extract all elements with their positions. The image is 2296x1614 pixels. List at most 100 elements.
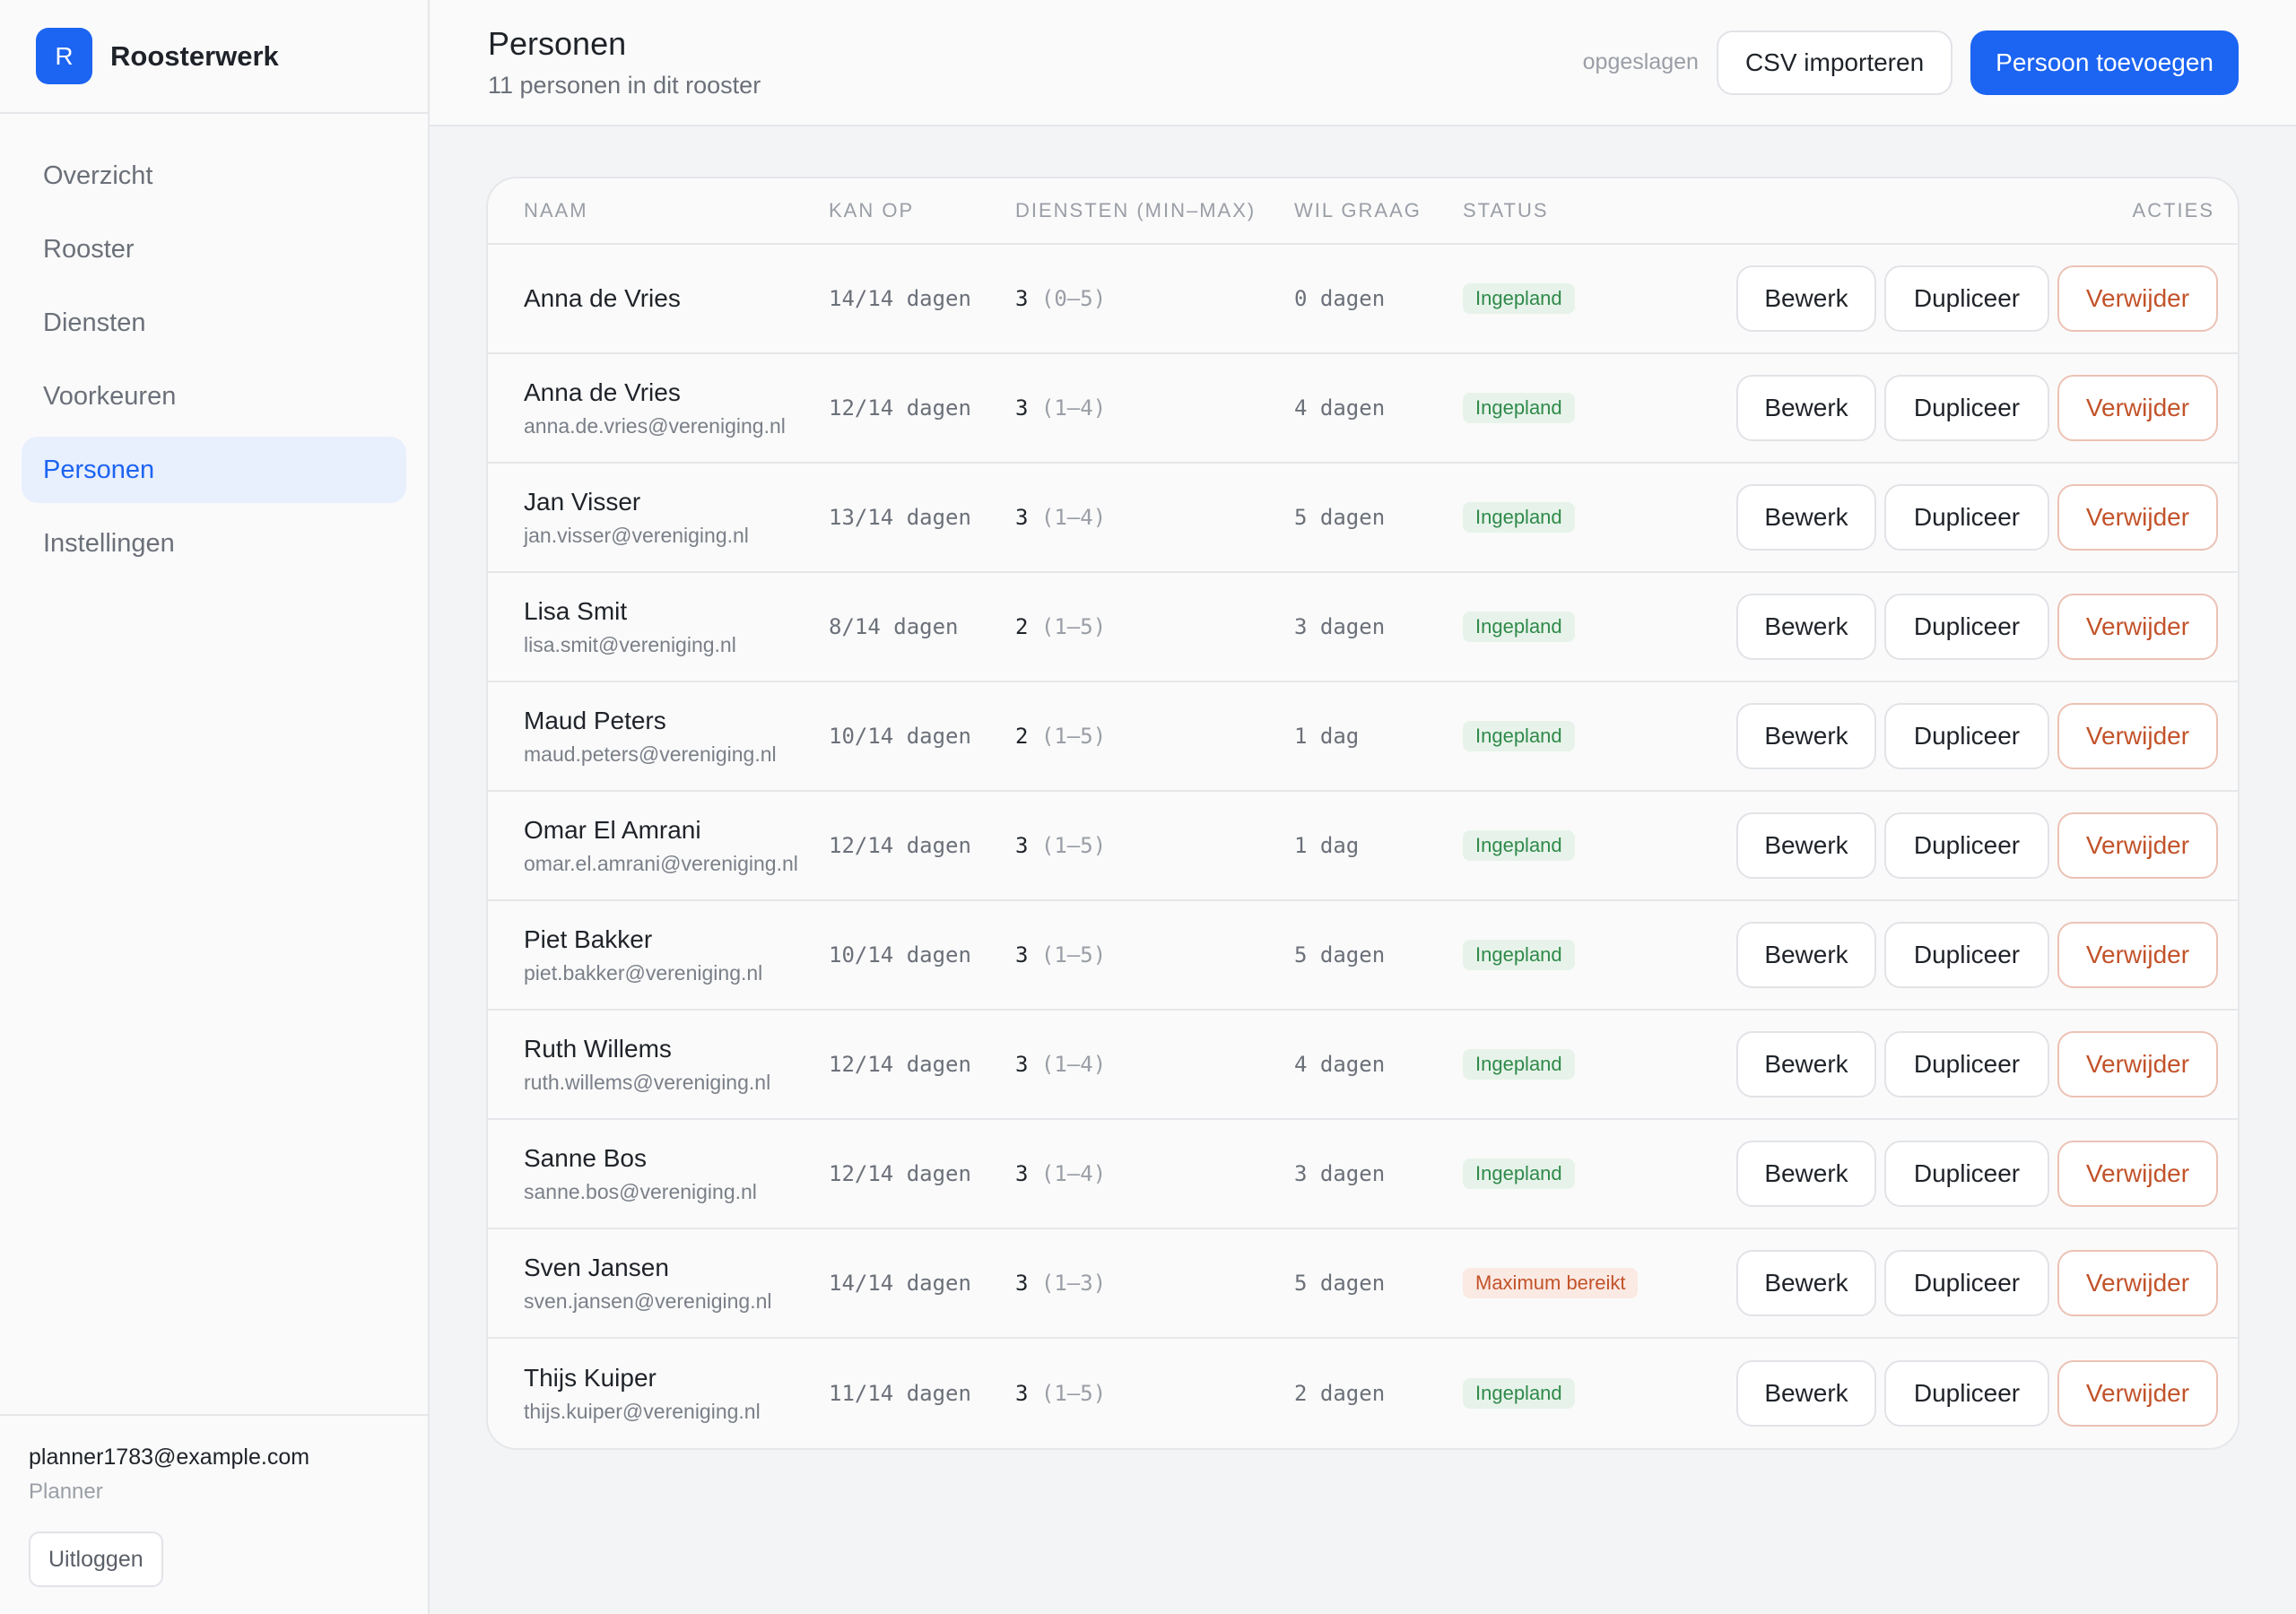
actions-cell: Bewerk Dupliceer Verwijder: [1669, 922, 2238, 988]
duplicate-button[interactable]: Dupliceer: [1884, 1031, 2049, 1098]
kan-op-cell: 10/14 dagen: [829, 724, 971, 749]
user-role: Planner: [29, 1480, 103, 1504]
edit-button[interactable]: Bewerk: [1736, 812, 1876, 879]
edit-button[interactable]: Bewerk: [1736, 1141, 1876, 1207]
actions-cell: Bewerk Dupliceer Verwijder: [1669, 1141, 2238, 1207]
name-cell: Piet Bakker piet.bakker@vereniging.nl: [488, 925, 829, 985]
diensten-count: 3: [1015, 395, 1029, 421]
page-header: Personen 11 personen in dit rooster opge…: [430, 0, 2296, 126]
delete-button[interactable]: Verwijder: [2057, 812, 2218, 879]
delete-button[interactable]: Verwijder: [2057, 1031, 2218, 1098]
table-row: Sven Jansen sven.jansen@vereniging.nl 14…: [488, 1229, 2238, 1339]
name-cell: Maud Peters maud.peters@vereniging.nl: [488, 707, 829, 767]
table-row: Anna de Vries 14/14 dagen 3 (0–5) 0 dage…: [488, 245, 2238, 354]
delete-button[interactable]: Verwijder: [2057, 484, 2218, 551]
duplicate-button[interactable]: Dupliceer: [1884, 1360, 2049, 1427]
diensten-cell: 3 (1–5): [1015, 833, 1294, 858]
delete-button[interactable]: Verwijder: [2057, 265, 2218, 332]
diensten-cell: 2 (1–5): [1015, 614, 1294, 639]
content: NAAM KAN OP DIENSTEN (MIN–MAX) WIL GRAAG…: [430, 126, 2296, 1450]
kan-op-cell: 13/14 dagen: [829, 505, 971, 530]
actions-cell: Bewerk Dupliceer Verwijder: [1669, 484, 2238, 551]
table-row: Thijs Kuiper thijs.kuiper@vereniging.nl …: [488, 1339, 2238, 1448]
edit-button[interactable]: Bewerk: [1736, 1250, 1876, 1316]
duplicate-button[interactable]: Dupliceer: [1884, 265, 2049, 332]
duplicate-button[interactable]: Dupliceer: [1884, 484, 2049, 551]
duplicate-button[interactable]: Dupliceer: [1884, 703, 2049, 769]
column-header-status: STATUS: [1463, 199, 1549, 221]
name-cell: Thijs Kuiper thijs.kuiper@vereniging.nl: [488, 1364, 829, 1424]
actions-cell: Bewerk Dupliceer Verwijder: [1669, 265, 2238, 332]
edit-button[interactable]: Bewerk: [1736, 375, 1876, 441]
kan-op-cell: 10/14 dagen: [829, 942, 971, 968]
diensten-count: 3: [1015, 942, 1029, 968]
diensten-count: 3: [1015, 1271, 1029, 1296]
edit-button[interactable]: Bewerk: [1736, 922, 1876, 988]
diensten-range: (1–4): [1040, 395, 1107, 421]
edit-button[interactable]: Bewerk: [1736, 1360, 1876, 1427]
sidebar-item-personen[interactable]: Personen: [22, 437, 406, 503]
name-cell: Ruth Willems ruth.willems@vereniging.nl: [488, 1035, 829, 1095]
actions-cell: Bewerk Dupliceer Verwijder: [1669, 812, 2238, 879]
persons-table: NAAM KAN OP DIENSTEN (MIN–MAX) WIL GRAAG…: [486, 177, 2239, 1450]
duplicate-button[interactable]: Dupliceer: [1884, 375, 2049, 441]
duplicate-button[interactable]: Dupliceer: [1884, 922, 2049, 988]
diensten-cell: 3 (1–4): [1015, 505, 1294, 530]
diensten-count: 3: [1015, 1052, 1029, 1077]
duplicate-button[interactable]: Dupliceer: [1884, 594, 2049, 660]
edit-button[interactable]: Bewerk: [1736, 594, 1876, 660]
status-badge: Ingepland: [1463, 502, 1575, 533]
edit-button[interactable]: Bewerk: [1736, 265, 1876, 332]
duplicate-button[interactable]: Dupliceer: [1884, 1141, 2049, 1207]
sidebar-item-overzicht[interactable]: Overzicht: [43, 161, 153, 190]
actions-cell: Bewerk Dupliceer Verwijder: [1669, 1360, 2238, 1427]
actions-cell: Bewerk Dupliceer Verwijder: [1669, 594, 2238, 660]
diensten-cell: 3 (1–4): [1015, 395, 1294, 421]
status-cell: Ingepland: [1463, 502, 1669, 533]
delete-button[interactable]: Verwijder: [2057, 594, 2218, 660]
diensten-range: (0–5): [1040, 286, 1107, 311]
sidebar-item-voorkeuren[interactable]: Voorkeuren: [43, 381, 177, 411]
delete-button[interactable]: Verwijder: [2057, 703, 2218, 769]
page-subtitle: 11 personen in dit rooster: [488, 72, 761, 99]
actions-cell: Bewerk Dupliceer Verwijder: [1669, 1250, 2238, 1316]
person-email: piet.bakker@vereniging.nl: [524, 960, 763, 985]
diensten-count: 3: [1015, 833, 1029, 858]
edit-button[interactable]: Bewerk: [1736, 1031, 1876, 1098]
csv-import-button[interactable]: CSV importeren: [1716, 30, 1953, 95]
status-cell: Ingepland: [1463, 940, 1669, 970]
delete-button[interactable]: Verwijder: [2057, 1141, 2218, 1207]
diensten-range: (1–4): [1040, 1161, 1107, 1186]
delete-button[interactable]: Verwijder: [2057, 922, 2218, 988]
page-title: Personen: [488, 25, 627, 62]
status-badge: Ingepland: [1463, 830, 1575, 861]
logout-button[interactable]: Uitloggen: [29, 1532, 163, 1587]
status-badge: Ingepland: [1463, 1158, 1575, 1189]
table-row: Ruth Willems ruth.willems@vereniging.nl …: [488, 1011, 2238, 1120]
diensten-cell: 3 (1–4): [1015, 1052, 1294, 1077]
kan-op-cell: 12/14 dagen: [829, 1052, 971, 1077]
sidebar-item-rooster[interactable]: Rooster: [43, 234, 135, 264]
name-cell: Jan Visser jan.visser@vereniging.nl: [488, 488, 829, 548]
diensten-range: (1–5): [1040, 833, 1107, 858]
delete-button[interactable]: Verwijder: [2057, 375, 2218, 441]
edit-button[interactable]: Bewerk: [1736, 703, 1876, 769]
sidebar-item-diensten[interactable]: Diensten: [43, 308, 146, 337]
duplicate-button[interactable]: Dupliceer: [1884, 1250, 2049, 1316]
edit-button[interactable]: Bewerk: [1736, 484, 1876, 551]
delete-button[interactable]: Verwijder: [2057, 1250, 2218, 1316]
kan-op-cell: 14/14 dagen: [829, 1271, 971, 1296]
diensten-range: (1–5): [1040, 1381, 1107, 1406]
duplicate-button[interactable]: Dupliceer: [1884, 812, 2049, 879]
diensten-count: 3: [1015, 505, 1029, 530]
column-header-acties: ACTIES: [2132, 199, 2214, 221]
column-header-naam: NAAM: [524, 199, 588, 221]
sidebar-item-instellingen[interactable]: Instellingen: [43, 528, 175, 558]
person-name: Omar El Amrani: [524, 815, 701, 844]
column-header-kan-op: KAN OP: [829, 199, 915, 221]
add-person-button[interactable]: Persoon toevoegen: [1970, 30, 2239, 95]
delete-button[interactable]: Verwijder: [2057, 1360, 2218, 1427]
kan-op-cell: 14/14 dagen: [829, 286, 971, 311]
status-badge: Ingepland: [1463, 940, 1575, 970]
